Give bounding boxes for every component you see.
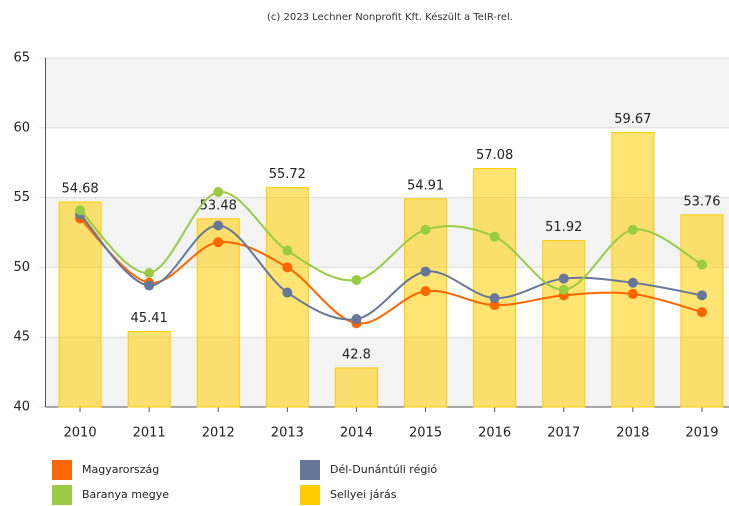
legend-label: Dél-Dunántúli régió — [330, 463, 437, 476]
point — [558, 273, 569, 284]
legend-label: Magyarország — [82, 463, 159, 476]
line — [79, 213, 703, 321]
point — [420, 286, 431, 297]
y-tick-label: 65 — [13, 51, 30, 66]
x-tick-label: 2013 — [271, 426, 304, 441]
bar — [334, 367, 378, 408]
bar — [473, 168, 517, 408]
point — [75, 205, 86, 216]
point — [489, 293, 500, 304]
point — [144, 280, 155, 291]
bar — [196, 218, 240, 408]
point — [213, 237, 224, 248]
point — [144, 267, 155, 278]
data-label: 53.76 — [683, 194, 720, 209]
data-label: 55.72 — [269, 167, 306, 182]
data-label: 54.68 — [61, 182, 98, 197]
bar — [58, 201, 102, 408]
data-label: 57.08 — [476, 148, 513, 163]
y-tick-label: 60 — [13, 120, 30, 135]
grid-band — [45, 58, 729, 128]
y-tick-label: 40 — [13, 400, 30, 415]
legend-label: Sellyei járás — [330, 488, 397, 501]
x-tick-label: 2014 — [340, 426, 373, 441]
point — [627, 224, 638, 235]
chart-title: (c) 2023 Lechner Nonprofit Kft. Készült … — [267, 11, 513, 23]
point — [351, 274, 362, 285]
data-label: 51.92 — [545, 220, 582, 235]
legend-swatch — [52, 460, 72, 480]
x-tick-label: 2012 — [202, 426, 235, 441]
bar — [127, 330, 171, 408]
point — [282, 287, 293, 298]
line — [79, 217, 703, 325]
y-tick-label: 55 — [13, 190, 30, 205]
point — [627, 277, 638, 288]
x-tick-label: 2010 — [64, 426, 97, 441]
point — [696, 307, 707, 318]
point — [213, 220, 224, 231]
point — [489, 300, 500, 311]
bar — [542, 240, 586, 408]
x-tick-label: 2019 — [685, 426, 718, 441]
legend-swatch — [52, 485, 72, 505]
data-label: 59.67 — [614, 112, 651, 127]
data-label: 45.41 — [131, 311, 168, 326]
point — [696, 259, 707, 270]
point — [696, 290, 707, 301]
point — [489, 231, 500, 242]
data-label: 53.48 — [200, 198, 237, 213]
point — [282, 245, 293, 256]
legend-label: Baranya megye — [82, 488, 169, 501]
data-label: 54.91 — [407, 178, 444, 193]
point — [558, 284, 569, 295]
point — [420, 224, 431, 235]
point — [213, 187, 224, 198]
x-tick-label: 2018 — [616, 426, 649, 441]
data-label: 42.8 — [342, 347, 371, 362]
y-tick-label: 50 — [13, 260, 30, 275]
legend-swatch — [300, 485, 320, 505]
line — [79, 191, 703, 291]
point — [627, 288, 638, 299]
x-tick-label: 2011 — [133, 426, 166, 441]
legend-swatch — [300, 460, 320, 480]
point — [351, 314, 362, 325]
bar — [611, 131, 655, 408]
x-tick-label: 2017 — [547, 426, 580, 441]
x-tick-label: 2015 — [409, 426, 442, 441]
y-tick-label: 45 — [13, 330, 30, 345]
point — [420, 266, 431, 277]
x-tick-label: 2016 — [478, 426, 511, 441]
point — [282, 262, 293, 273]
